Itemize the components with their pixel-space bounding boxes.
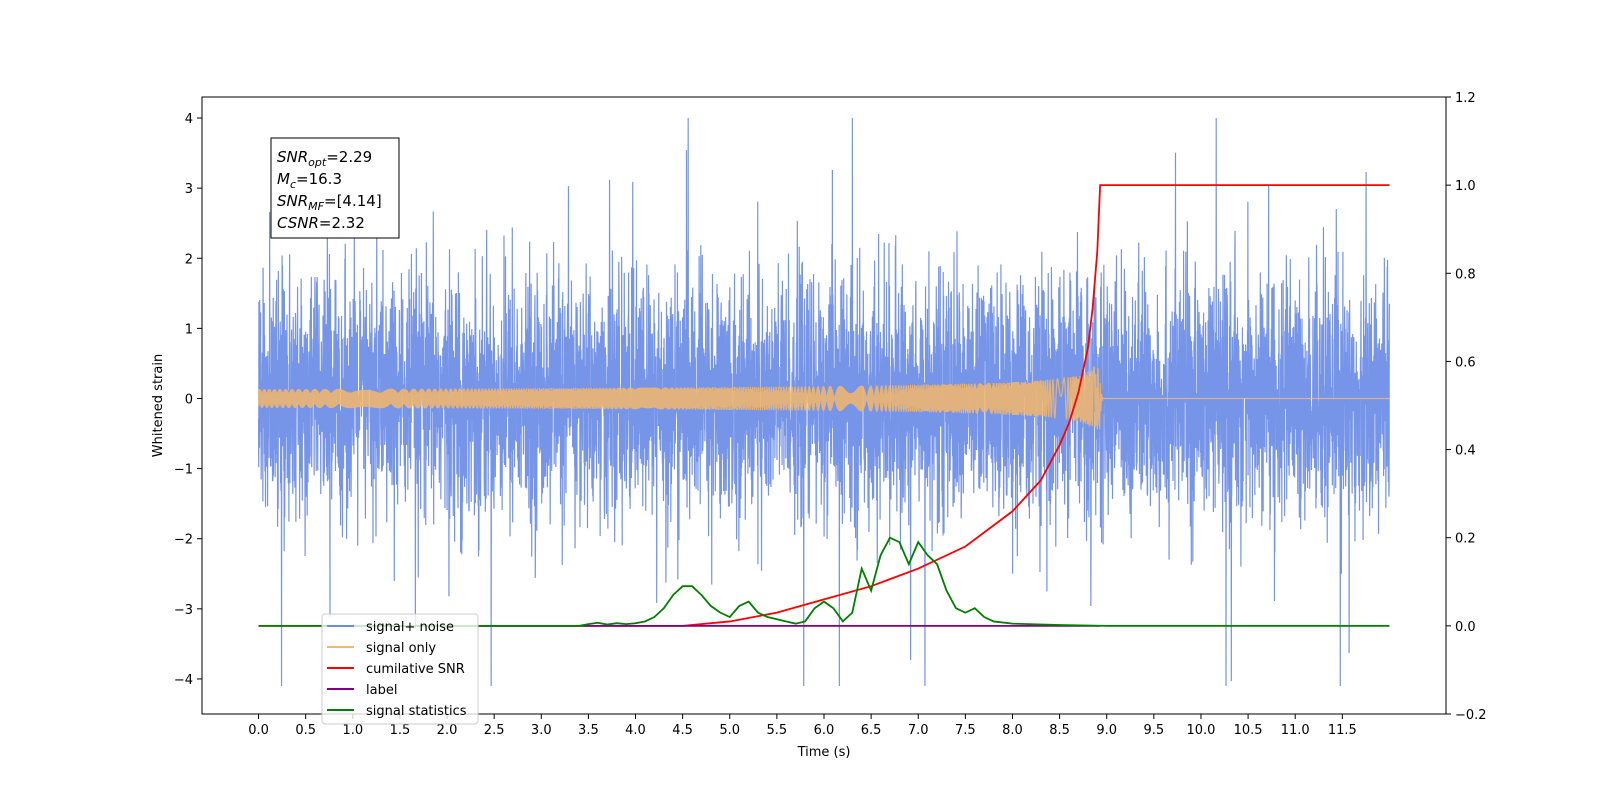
annotation-subscript: MF (308, 200, 324, 213)
x-tick-label: 1.0 (342, 723, 363, 738)
x-tick-label: 9.0 (1096, 723, 1117, 738)
y-tick-label: −1 (174, 463, 193, 478)
x-tick-label: 10.5 (1234, 723, 1263, 738)
annotation-line: Mc=16.3 (277, 170, 342, 191)
series-signal-statistics (258, 536, 1390, 627)
y-tick-label: −2 (174, 533, 193, 548)
x-tick-label: 5.0 (719, 723, 740, 738)
annotation-value: =16.3 (296, 170, 342, 188)
y-tick-label: 4 (185, 112, 193, 127)
annotation-line: SNRopt=2.29 (277, 148, 372, 169)
annotation-line: SNRMF=[4.14] (277, 192, 382, 213)
annotation-value: =2.32 (319, 214, 365, 232)
x-tick-label: 8.0 (1002, 723, 1023, 738)
y-tick-label: −3 (174, 603, 193, 618)
y2-tick-label: 0.0 (1455, 620, 1476, 635)
x-tick-label: 0.0 (248, 723, 269, 738)
y-tick-label: 2 (185, 252, 193, 267)
y2-tick-label: −0.2 (1455, 708, 1487, 723)
y2-tick-label: 1.0 (1455, 179, 1476, 194)
x-tick-label: 7.5 (955, 723, 976, 738)
y2-tick-label: 0.8 (1455, 267, 1476, 282)
x-tick-label: 2.0 (437, 723, 458, 738)
annotation-subscript: opt (308, 156, 327, 169)
annotation-frame (270, 137, 400, 239)
x-tick-label: 11.5 (1328, 723, 1357, 738)
x-tick-label: 4.5 (672, 723, 693, 738)
y-tick-label: 1 (185, 322, 193, 337)
x-tick-label: 8.5 (1049, 723, 1070, 738)
x-tick-label: 6.0 (814, 723, 835, 738)
x-tick-label: 2.5 (484, 723, 505, 738)
series-signal-noise (257, 118, 1391, 686)
y-axis-label: Whitened strain (151, 354, 166, 457)
legend-label: signal+ noise (366, 620, 454, 635)
x-tick-label: 0.5 (295, 723, 316, 738)
x-tick-label: 3.0 (531, 723, 552, 738)
y-tick-label: 0 (185, 392, 193, 407)
y2-tick-label: 0.2 (1455, 532, 1476, 547)
x-axis-label: Time (s) (797, 745, 851, 760)
annotation-value: =2.29 (326, 148, 372, 166)
y-tick-label: 3 (185, 182, 193, 197)
x-tick-label: 5.5 (767, 723, 788, 738)
x-tick-label: 7.0 (908, 723, 929, 738)
x-tick-label: 11.0 (1281, 723, 1310, 738)
annotation-symbol: SNR (277, 192, 308, 210)
x-tick-label: 1.5 (390, 723, 411, 738)
annotation-value: =[4.14] (324, 192, 382, 210)
y2-tick-label: 1.2 (1455, 91, 1476, 106)
series-signal-only (257, 366, 1390, 430)
y2-tick-label: 0.6 (1455, 355, 1476, 370)
annotation-symbol: M (277, 170, 290, 188)
annotation-symbol: SNR (277, 148, 308, 166)
legend-label: cumilative SNR (366, 662, 465, 677)
legend-label: label (366, 683, 397, 698)
x-tick-label: 6.5 (861, 723, 882, 738)
annotation-line: CSNR=2.32 (277, 214, 365, 232)
annotation-subscript: c (290, 178, 296, 191)
legend-frame (321, 613, 479, 725)
legend: signal+ noise signal only cumilative SNR la… (321, 613, 479, 725)
series-cumilative-snr (258, 184, 1390, 627)
x-tick-label: 9.5 (1144, 723, 1165, 738)
x-tick-label: 10.0 (1186, 723, 1215, 738)
x-tick-label: 3.5 (578, 723, 599, 738)
axes: 0.0 0.5 1.0 1.5 2.0 2.5 3.0 3.5 4.0 4.5 5.0 5.5 6.0 6… (151, 91, 1487, 760)
plot-area (257, 118, 1391, 686)
legend-label: signal statistics (366, 704, 467, 719)
y-tick-label: −4 (174, 673, 193, 688)
x-tick-label: 4.0 (625, 723, 646, 738)
legend-label: signal only (366, 641, 436, 656)
annotation-symbol: CSNR (277, 214, 319, 232)
y2-tick-label: 0.4 (1455, 444, 1476, 459)
